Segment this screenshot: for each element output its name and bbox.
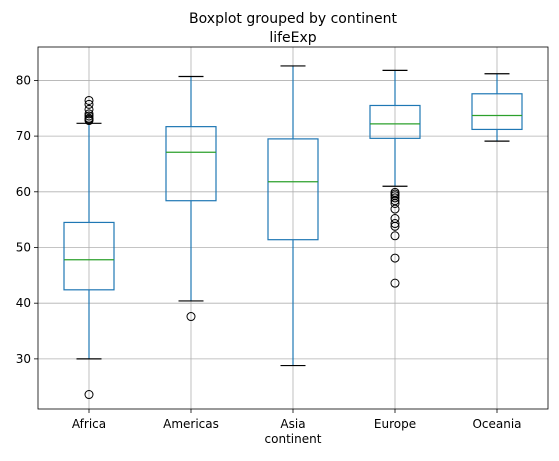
- outlier-point: [84, 111, 94, 121]
- y-tick-label: 40: [16, 296, 31, 310]
- outlier-point: [84, 95, 94, 105]
- y-tick-label: 80: [16, 73, 31, 87]
- x-axis-label: continent: [265, 432, 322, 446]
- outlier-point: [390, 231, 400, 241]
- chart-subtitle: lifeExp: [269, 30, 316, 46]
- box-iqr: [471, 93, 523, 131]
- box-iqr: [369, 104, 421, 139]
- x-tick-label: Oceania: [472, 417, 521, 431]
- outlier-point: [186, 312, 196, 322]
- outlier-point: [390, 187, 400, 197]
- outlier-point: [84, 390, 94, 400]
- outlier-point: [390, 253, 400, 263]
- y-tick-label: 30: [16, 352, 31, 366]
- box-asia: [267, 65, 319, 367]
- y-tick-label: 70: [16, 129, 31, 143]
- x-tick-label: Africa: [72, 417, 106, 431]
- box-oceania: [471, 73, 523, 142]
- box-iqr: [267, 138, 319, 241]
- outlier-point: [84, 109, 94, 119]
- outlier-point: [390, 193, 400, 203]
- boxes-layer: [63, 65, 523, 400]
- x-tick-label: Asia: [280, 417, 305, 431]
- outlier-point: [390, 278, 400, 288]
- ticks-layer: 30 40 50 60 70 80 Africa Americas Asia Europe Ocea…: [16, 73, 522, 431]
- x-tick-label: Americas: [163, 417, 219, 431]
- box-iqr: [63, 221, 115, 291]
- y-tick-label: 50: [16, 240, 31, 254]
- outlier-point: [84, 99, 94, 109]
- outlier-point: [84, 113, 94, 123]
- y-tick-label: 60: [16, 185, 31, 199]
- chart-title: Boxplot grouped by continent: [189, 11, 397, 27]
- outlier-point: [390, 214, 400, 224]
- box-iqr: [165, 126, 217, 202]
- outlier-point: [390, 219, 400, 229]
- box-europe: [369, 69, 421, 288]
- x-tick-label: Europe: [374, 417, 416, 431]
- outlier-point: [84, 104, 94, 114]
- box-americas: [165, 75, 217, 322]
- box-africa: [63, 95, 115, 400]
